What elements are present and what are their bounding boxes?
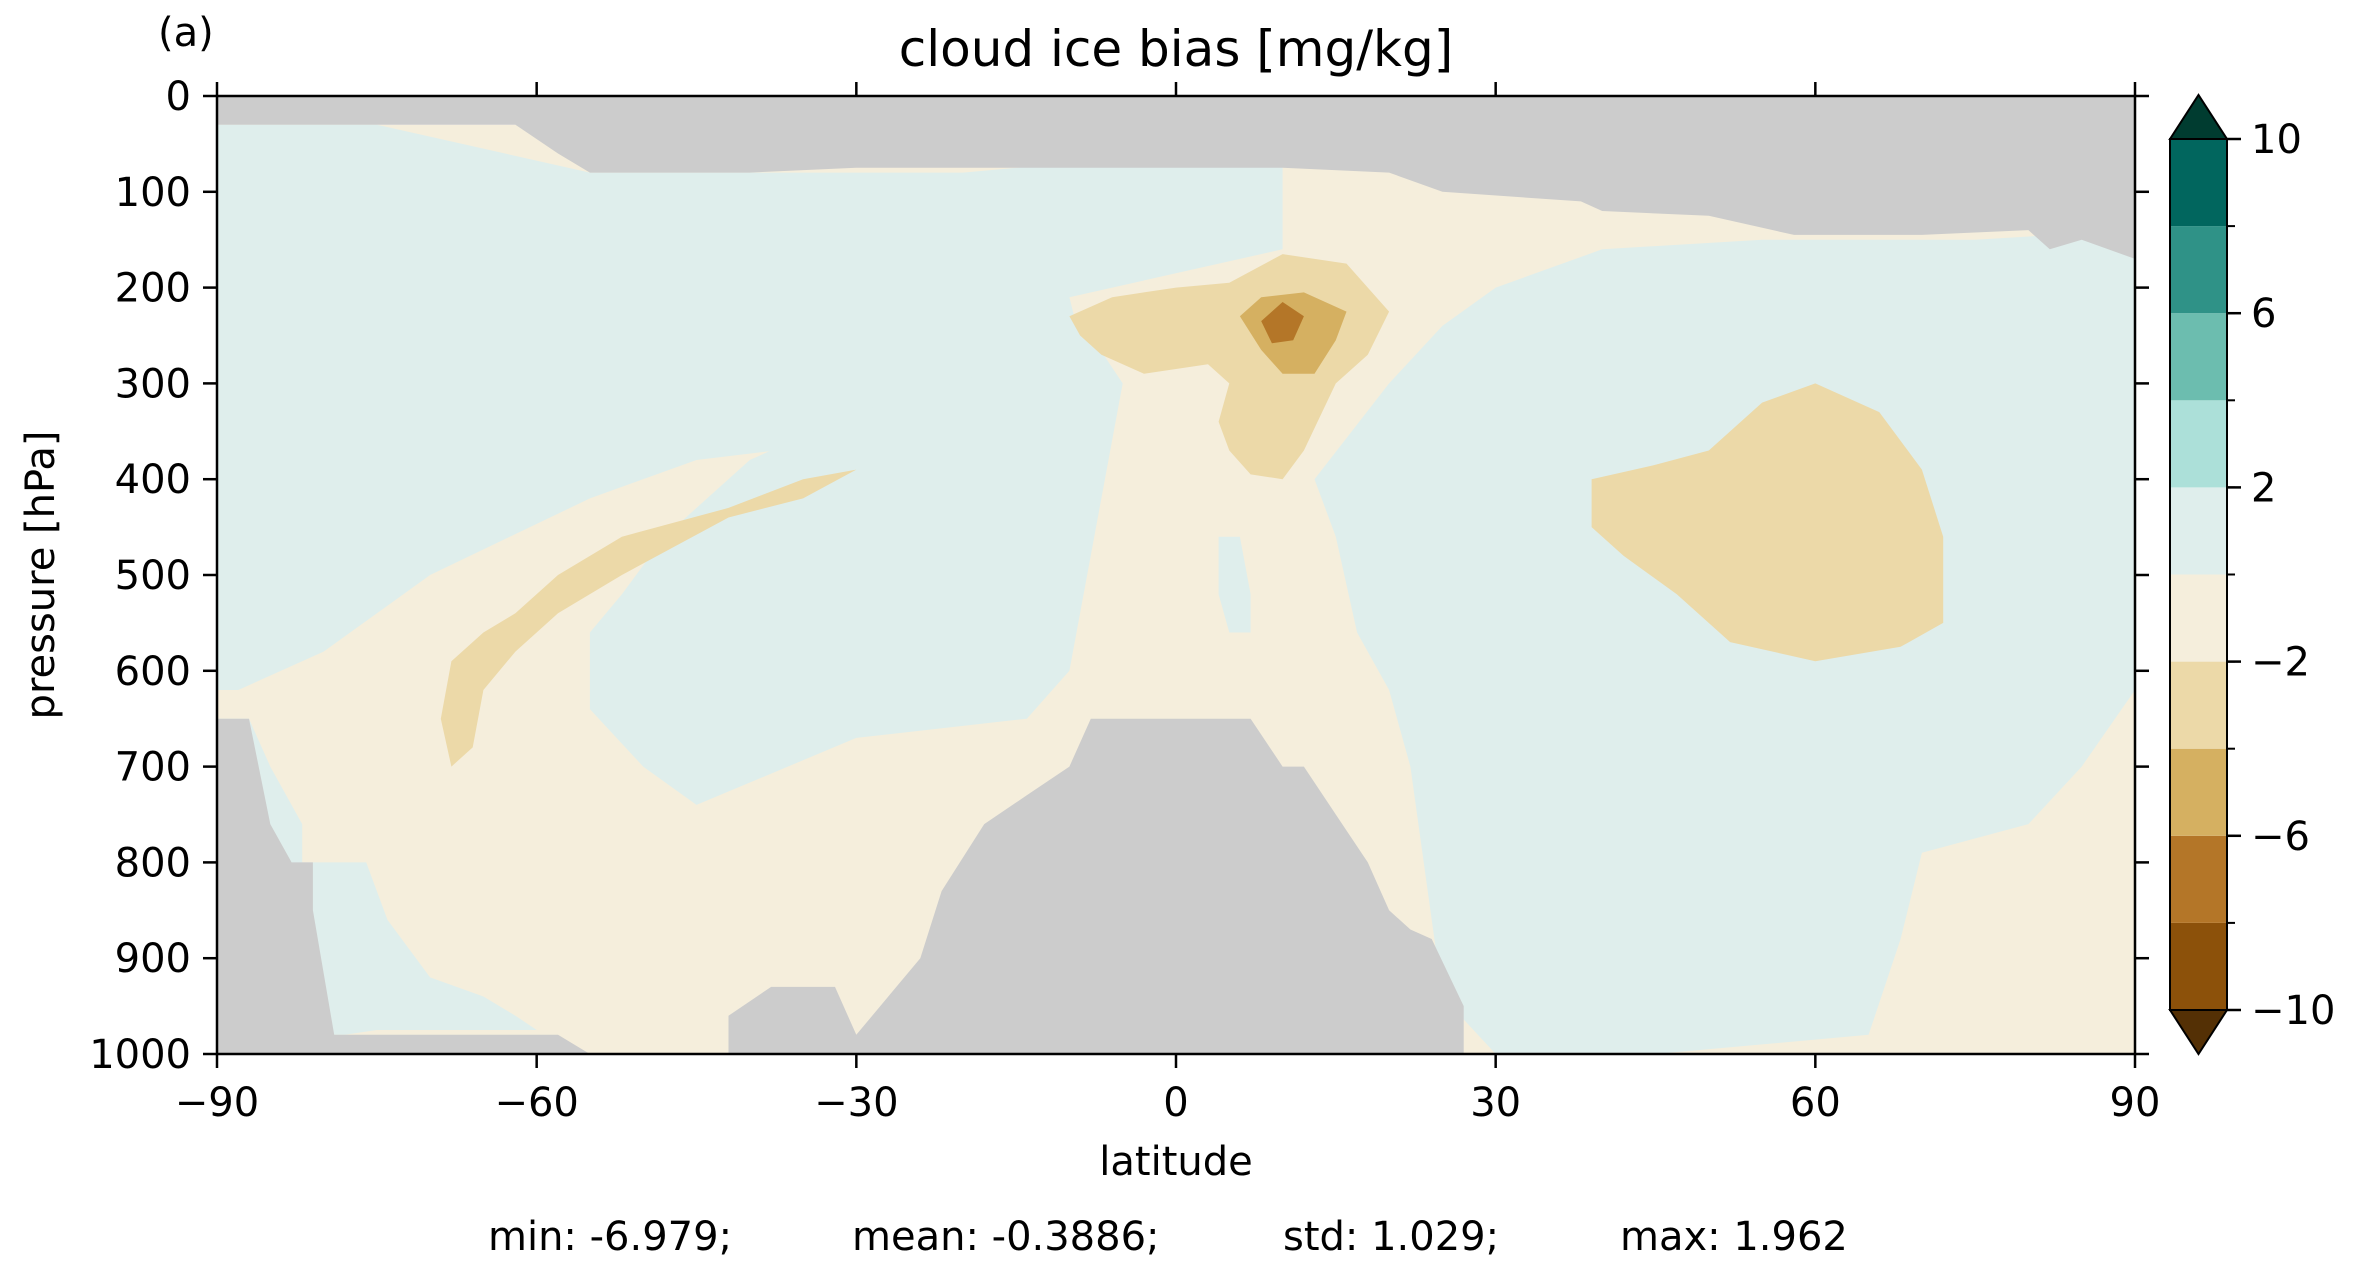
x-tick-label: 90 [2110,1080,2161,1126]
chart-title: cloud ice bias [mg/kg] [899,20,1454,78]
missing-data-region [217,96,2135,259]
colorbar-segment [2170,661,2227,749]
contour-region [589,325,1123,805]
colorbar-extend-min [2168,1009,2229,1056]
contour-region [1218,536,1251,633]
colorbar-tick-label: −2 [2251,640,2310,686]
colorbar-segment [2170,487,2227,575]
x-tick-label: 0 [1163,1080,1188,1126]
colorbar-tick-label: 2 [2251,465,2276,511]
missing-data-region [728,718,1464,1054]
missing-data-region [217,718,590,1054]
y-tick-label: 500 [115,553,191,599]
colorbar-extend-max [2168,93,2229,140]
x-tick-label: 30 [1470,1080,1521,1126]
x-axis: −90 −60 −30 0 30 60 90 [175,82,2161,1126]
colorbar-tick-label: −6 [2251,814,2310,860]
y-axis: 0 100 200 300 400 500 600 700 800 900 1000 [89,74,2149,1078]
contour-region [1314,230,2135,1054]
y-tick-label: 600 [115,649,191,695]
colorbar: −10 −6 −2 2 6 10 [2168,93,2335,1056]
colorbar-tick-label: 10 [2251,117,2302,163]
contour-region [1591,383,1944,662]
y-tick-label: 100 [115,170,191,216]
y-axis-label: pressure [hPa] [18,431,64,720]
stat-min: min: -6.979; [488,1214,733,1260]
y-tick-label: 400 [115,457,191,503]
x-tick-label: −30 [814,1080,898,1126]
colorbar-segment [2170,226,2227,314]
y-tick-label: 200 [115,266,191,312]
panel-label: (a) [158,10,214,56]
x-axis-label: latitude [1099,1139,1252,1185]
colorbar-segment [2170,574,2227,662]
colorbar-tick-label: 6 [2251,291,2276,337]
y-tick-label: 1000 [89,1032,191,1078]
y-tick-label: 0 [166,74,191,120]
y-tick-label: 900 [115,936,191,982]
stat-max: max: 1.962 [1620,1214,1848,1260]
x-tick-label: −60 [494,1080,578,1126]
x-tick-label: 60 [1790,1080,1841,1126]
y-tick-label: 300 [115,361,191,407]
stat-mean: mean: -0.3886; [852,1214,1160,1260]
colorbar-segment [2170,400,2227,488]
x-tick-label: −90 [175,1080,259,1126]
colorbar-segment [2170,313,2227,401]
stat-std: std: 1.029; [1283,1214,1500,1260]
plot-area [217,96,2135,1054]
statistics-row: min: -6.979; mean: -0.3886; std: 1.029; … [0,1214,2362,1264]
contour-region [1261,302,1304,344]
y-tick-label: 700 [115,745,191,791]
contour-region [217,124,1283,690]
y-tick-label: 800 [115,840,191,886]
contour-region [440,469,857,767]
colorbar-segment [2170,922,2227,1010]
colorbar-segment [2170,139,2227,227]
colorbar-tick-label: −10 [2251,988,2335,1034]
colorbar-segment [2170,748,2227,836]
chart: (a) cloud ice bias [mg/kg] −90 −60 −30 0 30 6… [18,10,2335,1185]
colorbar-segment [2170,835,2227,923]
